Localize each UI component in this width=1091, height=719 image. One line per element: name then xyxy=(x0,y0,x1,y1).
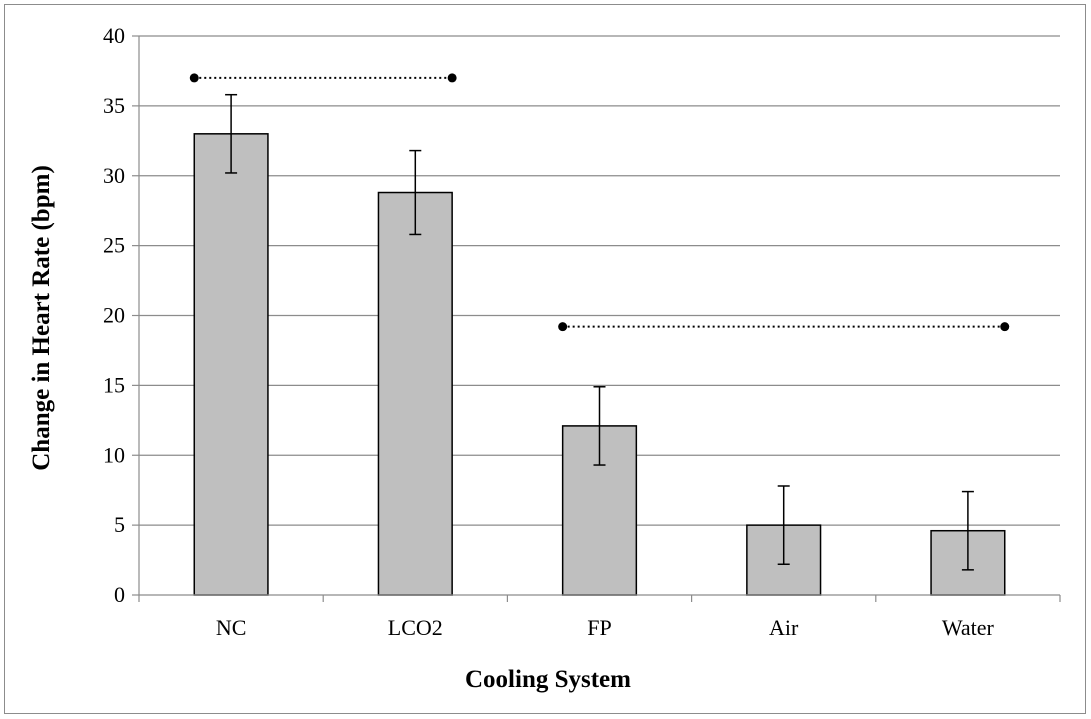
x-tick-label: LCO2 xyxy=(388,615,443,640)
error-bars xyxy=(225,93,974,571)
y-tick-label: 0 xyxy=(114,582,125,607)
significance-dot-start xyxy=(189,73,199,83)
bars xyxy=(193,133,1006,596)
y-tick-label: 30 xyxy=(103,163,125,188)
y-tick-label: 40 xyxy=(103,23,125,48)
significance-brackets xyxy=(189,73,1010,332)
y-tick-label: 35 xyxy=(103,93,125,118)
x-tick-label: NC xyxy=(216,615,247,640)
significance-dot-start xyxy=(558,322,568,332)
y-tick-label: 20 xyxy=(103,303,125,328)
significance-dot-end xyxy=(447,73,457,83)
x-axis-title: Cooling System xyxy=(465,666,631,693)
significance-dot-end xyxy=(1000,322,1010,332)
y-tick-label: 15 xyxy=(103,372,125,397)
y-tick-label: 10 xyxy=(103,442,125,467)
bar-chart: 0 5 10 15 20 25 30 35 40 NC LCO2 FP Air Water Cooling… xyxy=(28,23,1061,693)
x-tick-label: Water xyxy=(942,615,995,640)
bar-lco2 xyxy=(377,191,453,596)
x-tick-label: FP xyxy=(587,615,611,640)
chart-frame: 0 5 10 15 20 25 30 35 40 NC LCO2 FP Air Water Cooling… xyxy=(4,4,1086,714)
x-tick-label: Air xyxy=(769,615,799,640)
axes xyxy=(132,35,1061,602)
gridlines xyxy=(139,35,1060,526)
bar-nc xyxy=(193,133,269,596)
y-tick-label: 5 xyxy=(114,512,125,537)
y-axis-title: Change in Heart Rate (bpm) xyxy=(28,165,55,471)
y-tick-label: 25 xyxy=(103,233,125,258)
tick-labels: 0 5 10 15 20 25 30 35 40 NC LCO2 FP Air Water xyxy=(103,23,995,640)
